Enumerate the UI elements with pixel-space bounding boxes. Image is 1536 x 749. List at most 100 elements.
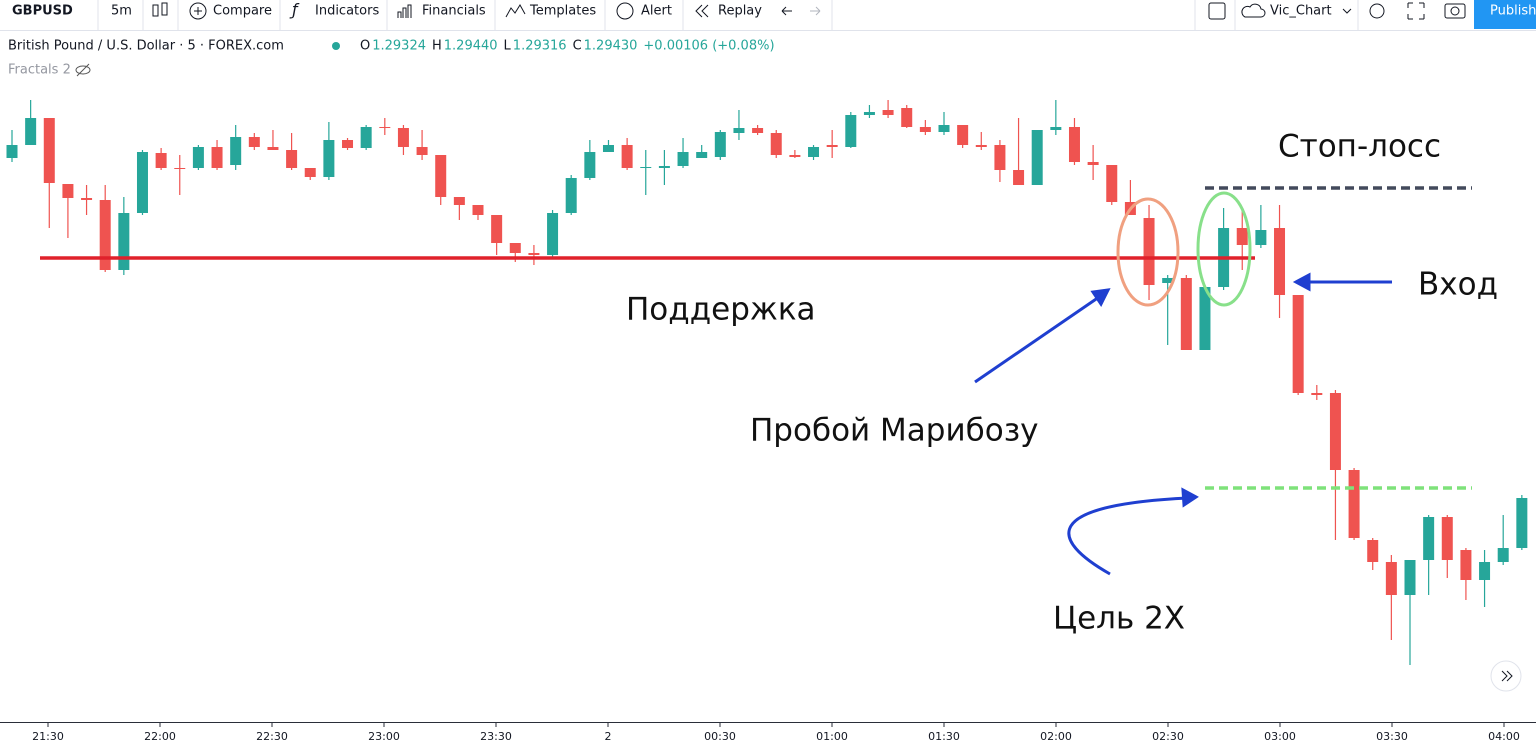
candle-body (155, 153, 167, 168)
candle-body (528, 253, 540, 255)
candle-body (1031, 130, 1043, 185)
candle-body (136, 152, 148, 213)
interval[interactable]: 5m (111, 4, 132, 19)
alert-icon[interactable] (616, 2, 634, 20)
ohlc-key: L (504, 39, 512, 54)
candle-body (1367, 540, 1379, 562)
screenshot-button[interactable] (1444, 3, 1466, 19)
redo-button[interactable] (810, 6, 821, 16)
candle-body (733, 128, 745, 133)
candle-body (435, 155, 447, 197)
compare-icon[interactable] (189, 2, 207, 20)
candle-body (99, 200, 111, 270)
candle-body (845, 115, 857, 147)
symbol[interactable]: GBPUSD (12, 4, 73, 19)
fullscreen-button[interactable] (1407, 2, 1425, 20)
candle-body (808, 147, 820, 157)
candle-body (267, 147, 279, 150)
candle-body (696, 152, 708, 158)
indicators-button[interactable]: Indicators (315, 4, 379, 19)
candle-body (1292, 295, 1304, 393)
candle-body (416, 147, 428, 155)
candle-body (1516, 498, 1528, 548)
candle-body (1423, 517, 1435, 560)
candle-body (621, 145, 633, 168)
candle-body (472, 205, 484, 215)
candle-body (192, 147, 204, 168)
candle-body (863, 112, 875, 115)
layout-name[interactable]: Vic_Chart (1270, 4, 1332, 19)
candle-body (118, 213, 130, 270)
settings-button[interactable] (1369, 3, 1385, 19)
candle-body (714, 132, 726, 157)
candle-body (882, 110, 894, 115)
target-label: Цель 2X (1053, 601, 1185, 637)
candle-body (1087, 162, 1099, 165)
ohlc-value: 1.29430 (584, 39, 638, 54)
candle-body (640, 167, 652, 168)
x-tick-label: 04:00 (1488, 730, 1520, 743)
cloud-icon[interactable] (1241, 3, 1266, 18)
candle-body (286, 150, 298, 168)
indicators-icon[interactable]: ƒ (289, 0, 300, 19)
candle-body (547, 213, 559, 255)
candle-body (25, 118, 37, 145)
candle-body (62, 184, 74, 198)
candle-body (453, 197, 465, 205)
chart-type-icon[interactable] (152, 2, 168, 17)
candle-body (43, 118, 55, 183)
undo-button[interactable] (781, 6, 792, 16)
ohlc-key: C (573, 39, 582, 54)
replay-icon[interactable] (695, 4, 709, 18)
candle-body (248, 137, 260, 147)
compare-button[interactable]: Compare (213, 4, 272, 19)
candle-body (1274, 228, 1286, 295)
candle-body (938, 125, 950, 132)
x-tick-label: 21:30 (32, 730, 64, 743)
layout-icon[interactable] (1208, 2, 1226, 20)
x-tick-label: 03:00 (1264, 730, 1296, 743)
x-tick-label: 2 (605, 730, 612, 743)
candle-body (602, 145, 614, 152)
x-tick-label: 23:00 (368, 730, 400, 743)
candle-body (6, 145, 18, 158)
visibility-icon[interactable] (75, 63, 91, 77)
candle-body (584, 152, 596, 178)
candle-body (379, 127, 391, 128)
templates-button[interactable]: Templates (529, 4, 596, 19)
candle-body (770, 133, 782, 155)
ohlc-value: 1.29316 (513, 39, 567, 54)
candle-body (360, 127, 372, 148)
candle-body (1068, 127, 1080, 162)
indicator-name: Fractals 2 (8, 63, 71, 78)
templates-icon[interactable] (505, 4, 526, 18)
candle-body (1143, 218, 1155, 285)
publish-label[interactable]: Publish (1490, 4, 1536, 19)
x-tick-label: 22:30 (256, 730, 288, 743)
financials-button[interactable]: Financials (422, 4, 486, 19)
candle-body (1348, 470, 1360, 538)
change: +0.00106 (+0.08%) (643, 39, 774, 54)
alert-button[interactable]: Alert (641, 4, 672, 19)
financials-icon[interactable] (397, 4, 412, 18)
scroll-button[interactable] (1490, 660, 1522, 692)
publish-button[interactable] (1474, 0, 1536, 29)
candle-body (826, 145, 838, 147)
candle-body (975, 145, 987, 147)
candle-body (342, 140, 354, 148)
candle-body (1329, 393, 1341, 470)
candle-body (1460, 550, 1472, 580)
candle-body (919, 127, 931, 132)
candle-body (1311, 393, 1323, 395)
x-tick-label: 02:00 (1040, 730, 1072, 743)
replay-button[interactable]: Replay (718, 4, 762, 19)
candle-body (230, 137, 242, 165)
x-tick-label: 01:30 (928, 730, 960, 743)
candle-body (1404, 560, 1416, 595)
candle-body (994, 145, 1006, 170)
ohlc-key: H (432, 39, 442, 54)
breakout-label: Пробой Марибозу (750, 413, 1039, 449)
candle-body (174, 168, 186, 169)
